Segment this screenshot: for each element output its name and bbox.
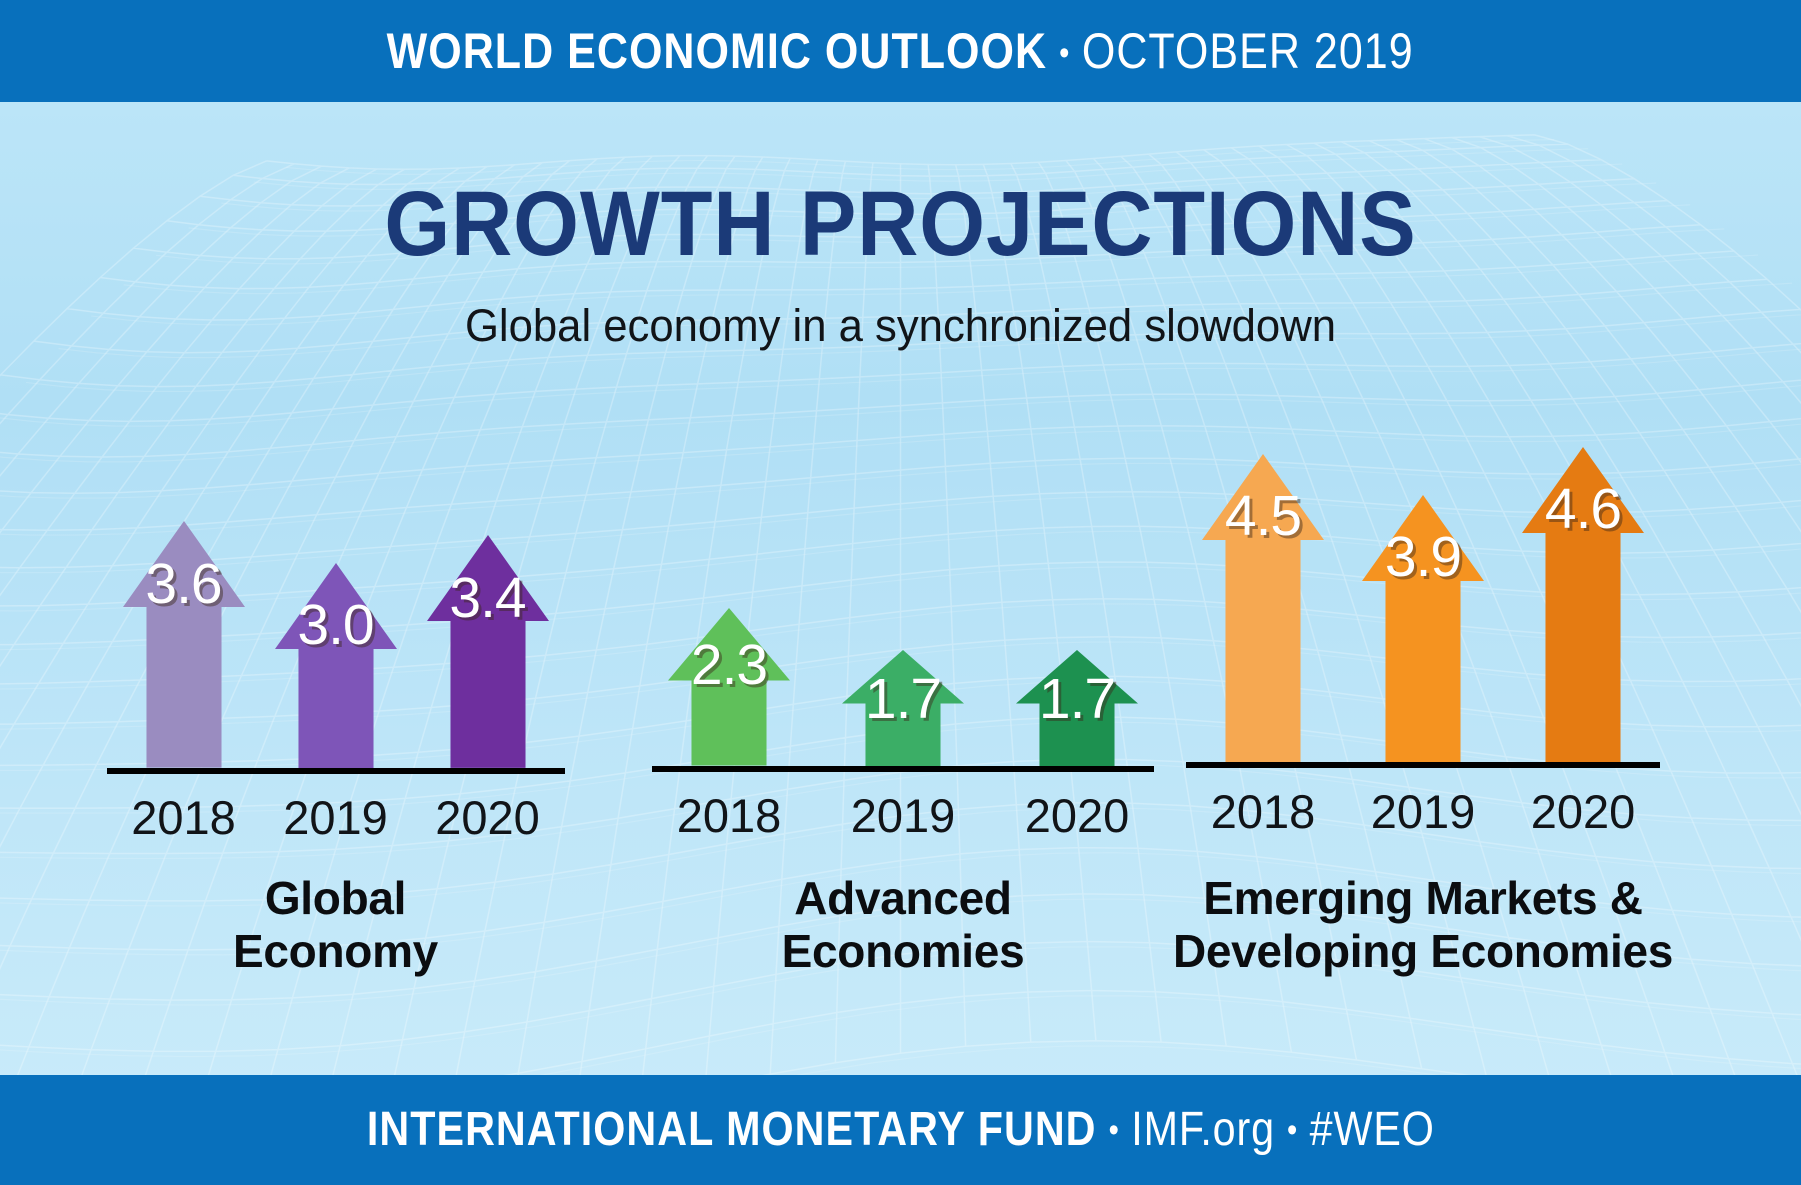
arrow-value-label-advanced-2020: 1.7 <box>1038 666 1116 731</box>
year-label-advanced-2020: 2020 <box>1024 789 1130 842</box>
arrow-shape <box>1522 446 1644 762</box>
arrow-shape <box>122 521 245 768</box>
arrow-global-2018: 3.6 <box>122 521 245 768</box>
arrow-shape <box>668 608 790 766</box>
arrow-value-label-emerging-2018: 4.5 <box>1224 484 1302 549</box>
group-label-advanced: Advanced Economies <box>603 872 1203 979</box>
arrow-emerging-2019: 3.9 <box>1362 494 1484 762</box>
arrow-value-label-advanced-2018: 2.3 <box>690 633 768 698</box>
arrow-value-label-global-2018: 3.6 <box>145 551 222 616</box>
footer-separator-dot-2: • <box>1286 1111 1298 1149</box>
footer-hashtag[interactable]: #WEO <box>1309 1103 1435 1156</box>
arrow-emerging-2018: 4.5 <box>1202 453 1324 762</box>
arrow-shape <box>842 649 964 766</box>
arrow-advanced-2020: 1.7 <box>1016 649 1138 766</box>
year-label-emerging-2020: 2020 <box>1530 785 1636 838</box>
year-label-global-2020: 2020 <box>435 791 540 844</box>
arrow-shape <box>274 562 397 768</box>
arrow-advanced-2018: 2.3 <box>668 608 790 766</box>
header-separator-dot: • <box>1059 34 1071 72</box>
arrow-shape <box>1362 494 1484 762</box>
header-text: WORLD ECONOMIC OUTLOOK • OCTOBER 2019 <box>387 26 1414 76</box>
group-label-line1-advanced: Advanced <box>794 872 1012 924</box>
group-label-line2-emerging: Developing Economies <box>1172 925 1674 978</box>
arrow-emerging-2020: 4.6 <box>1522 446 1644 762</box>
year-label-emerging-2019: 2019 <box>1370 785 1476 838</box>
baseline-axis-advanced <box>652 766 1154 772</box>
group-label-line1-global: Global <box>264 872 407 924</box>
year-label-global-2018: 2018 <box>131 791 236 844</box>
arrow-value-label-advanced-2019: 1.7 <box>864 666 942 731</box>
footer-bar: INTERNATIONAL MONETARY FUND • IMF.org • #WEO <box>0 1075 1801 1185</box>
arrow-shape <box>1016 649 1138 766</box>
arrow-global-2019: 3.0 <box>274 562 397 768</box>
chart-group-advanced: 2.3 2018 1.7 2019 1.7 2020 Advanced Economies <box>652 0 1154 1185</box>
group-label-line2-global: Economy <box>233 925 438 978</box>
group-label-line2-advanced: Economies <box>781 925 1025 978</box>
footer-organization: INTERNATIONAL MONETARY FUND <box>366 1103 1097 1156</box>
year-label-advanced-2018: 2018 <box>676 789 782 842</box>
baseline-axis-global <box>106 768 565 774</box>
arrow-value-label-global-2019: 3.0 <box>297 592 374 657</box>
chart-group-global: 3.6 2018 3.0 2019 3.4 2020 Global Economy <box>106 0 565 1185</box>
arrow-shape <box>1202 453 1324 762</box>
arrow-value-label-global-2020: 3.4 <box>449 565 526 630</box>
footer-separator-dot-1: • <box>1108 1111 1119 1149</box>
arrow-global-2020: 3.4 <box>426 535 549 768</box>
arrow-advanced-2019: 1.7 <box>842 649 964 766</box>
page-title: GROWTH PROJECTIONS <box>384 173 1417 275</box>
group-label-line1-emerging: Emerging Markets & <box>1203 872 1643 924</box>
year-label-advanced-2019: 2019 <box>850 789 956 842</box>
header-title-light: OCTOBER 2019 <box>1082 23 1415 79</box>
page-subtitle: Global economy in a synchronized slowdow… <box>464 300 1337 351</box>
year-label-global-2019: 2019 <box>283 791 388 844</box>
year-label-emerging-2018: 2018 <box>1210 785 1316 838</box>
baseline-axis-emerging <box>1186 762 1660 768</box>
arrow-value-label-emerging-2020: 4.6 <box>1544 477 1622 542</box>
footer-website[interactable]: IMF.org <box>1130 1103 1275 1156</box>
group-label-global: Global Economy <box>63 872 608 979</box>
arrow-value-label-emerging-2019: 3.9 <box>1384 525 1462 590</box>
header-title-strong: WORLD ECONOMIC OUTLOOK <box>386 23 1048 79</box>
header-bar: WORLD ECONOMIC OUTLOOK • OCTOBER 2019 <box>0 0 1801 102</box>
group-label-emerging: Emerging Markets & Developing Economies <box>1138 872 1708 979</box>
chart-group-emerging: 4.5 2018 3.9 2019 4.6 2020 Emerging Markets & D… <box>1173 0 1673 1185</box>
footer-text: INTERNATIONAL MONETARY FUND • IMF.org • #WEO <box>367 1106 1435 1154</box>
arrow-shape <box>426 535 549 768</box>
